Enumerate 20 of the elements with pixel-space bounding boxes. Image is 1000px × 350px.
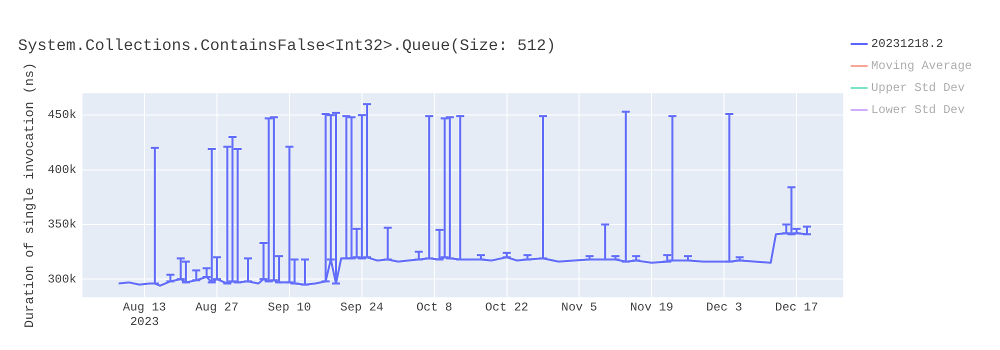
chart-title: System.Collections.ContainsFalse<Int32>.Queue(Size: 512) [18, 36, 556, 55]
x-tick-label: Dec 17 [774, 300, 818, 315]
y-axis-title: Duration of single invocation (ns) [22, 62, 38, 328]
x-tick-label: Aug 13 2023 [122, 300, 166, 329]
legend-label: Lower Std Dev [871, 103, 965, 118]
y-tick-label: 450k [48, 108, 76, 122]
legend-label: Upper Std Dev [871, 81, 965, 96]
x-tick-label: Sep 10 [268, 300, 312, 315]
y-tick-label: 350k [48, 218, 76, 232]
x-tick-label: Nov 19 [630, 300, 674, 315]
x-tick-label: Oct 22 [485, 300, 528, 315]
x-tick-label: Aug 27 [195, 300, 239, 315]
legend-label: Moving Average [871, 59, 972, 74]
legend-label: 20231218.2 [871, 37, 944, 52]
x-tick-label: Sep 24 [340, 300, 384, 315]
y-tick-label: 400k [48, 162, 76, 177]
x-tick-label: Nov 5 [561, 300, 598, 315]
x-tick-label: Oct 8 [416, 300, 452, 315]
x-tick-label: Dec 3 [706, 300, 742, 315]
y-tick-label: 300k [48, 272, 76, 286]
